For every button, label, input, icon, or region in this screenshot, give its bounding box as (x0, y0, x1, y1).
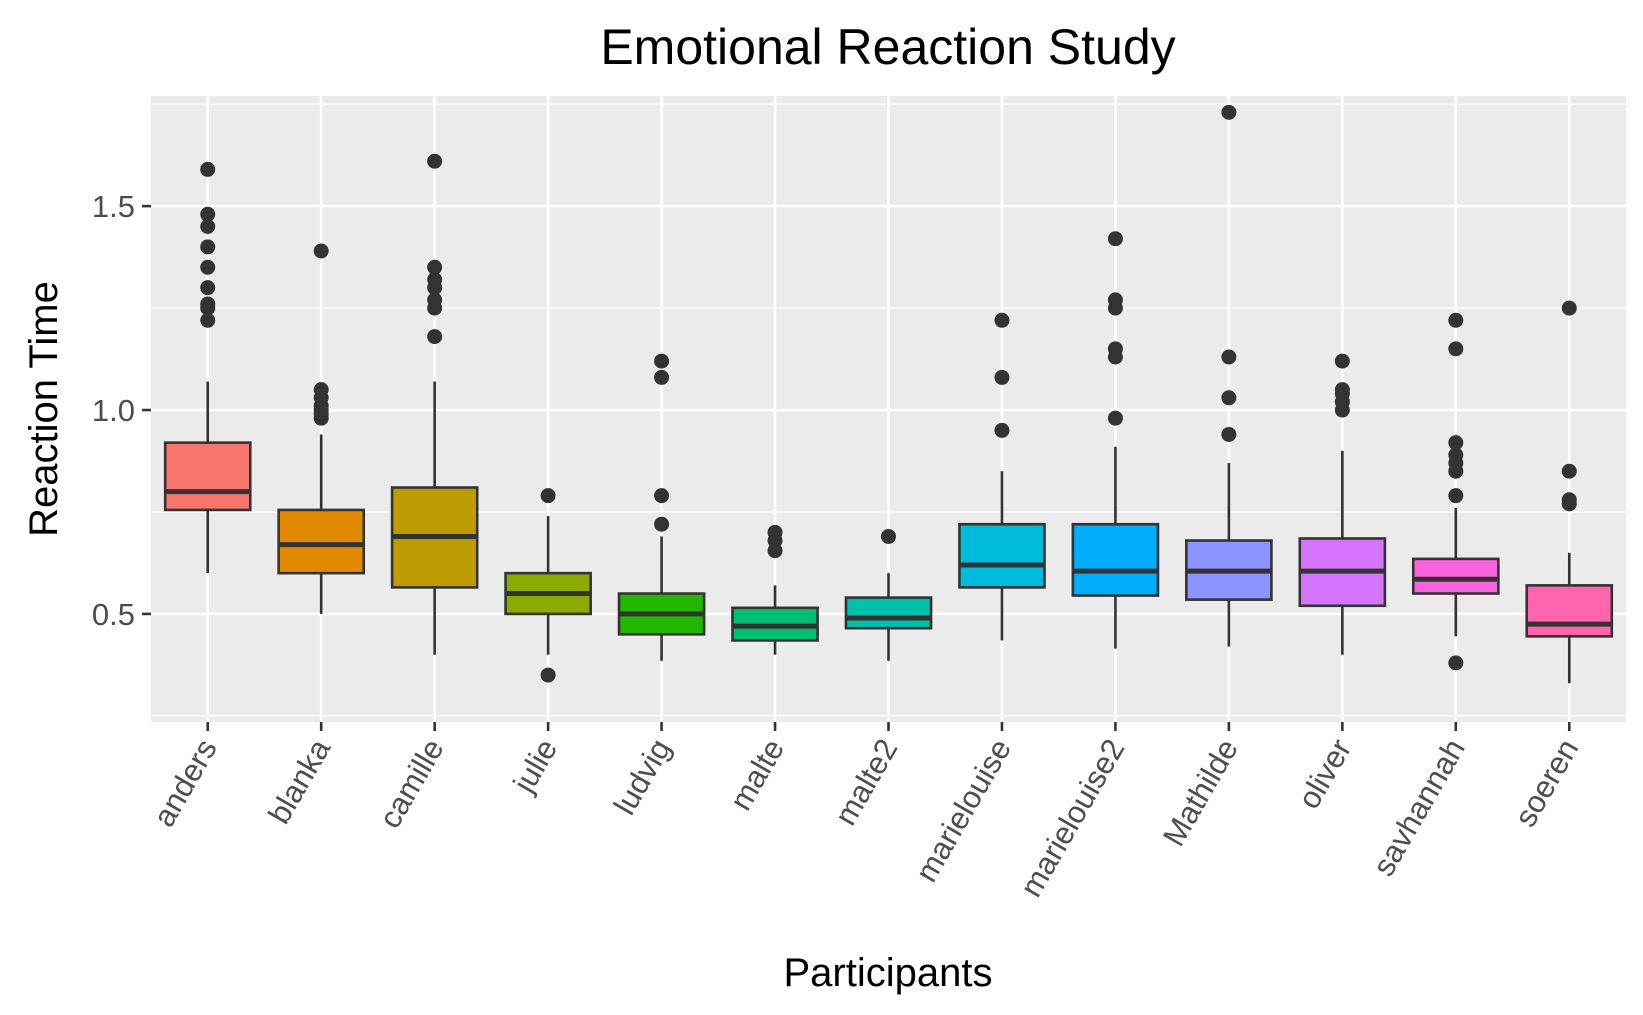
box-blanka (277, 508, 366, 575)
x-axis-title: Participants (784, 951, 993, 995)
outlier-point (1334, 353, 1350, 369)
outlier-point (313, 243, 329, 259)
outlier-point (427, 292, 443, 308)
outlier-point (654, 516, 670, 532)
y-tick-label: 1.5 (92, 189, 135, 224)
box-soeren (1525, 584, 1614, 638)
outlier-point (200, 239, 216, 255)
outlier-point (1448, 655, 1464, 671)
outlier-point (1107, 231, 1123, 247)
outlier-point (427, 153, 443, 169)
outlier-point (427, 272, 443, 288)
outlier-point (1334, 382, 1350, 398)
outlier-point (540, 667, 556, 683)
outlier-point (881, 528, 896, 544)
box-malte2 (844, 596, 933, 630)
x-axis: anders blanka camille julie ludvig malte malte… (146, 722, 1585, 903)
outlier-point (1448, 341, 1464, 357)
x-tick-label: camille (372, 733, 451, 834)
outlier-point (1448, 488, 1464, 504)
box-series (163, 104, 1614, 684)
outlier-point (1107, 410, 1123, 426)
x-tick-label: malte2 (828, 733, 905, 831)
chart-title: Emotional Reaction Study (600, 19, 1175, 75)
outlier-point (200, 296, 216, 312)
box-savhannah (1411, 557, 1500, 595)
outlier-point (994, 312, 1010, 328)
outlier-point (994, 422, 1010, 438)
outlier-point (200, 206, 216, 222)
outlier-point (1448, 447, 1464, 463)
outlier-point (540, 488, 556, 504)
box-marielouise (958, 522, 1046, 589)
outlier-point (200, 219, 216, 235)
outlier-point (427, 329, 443, 345)
outlier-point (1561, 492, 1577, 508)
outlier-point (200, 312, 216, 328)
outlier-point (427, 259, 443, 275)
x-tick-label: blanka (261, 732, 337, 829)
y-tick-label: 0.5 (92, 597, 135, 632)
x-tick-label: soeren (1508, 733, 1586, 833)
y-axis: 0.5 1.0 1.5 (92, 189, 151, 632)
x-tick-label: malte (723, 733, 791, 816)
x-tick-label: julie (506, 733, 564, 799)
outlier-point (200, 161, 216, 177)
outlier-point (1221, 349, 1237, 365)
outlier-point (313, 382, 329, 398)
outlier-point (1221, 104, 1237, 120)
y-tick-label: 1.0 (92, 393, 135, 428)
outlier-point (1561, 463, 1577, 479)
outlier-point (200, 259, 216, 275)
x-tick-label: oliver (1291, 733, 1358, 815)
outlier-point (1221, 390, 1237, 406)
outlier-point (654, 488, 670, 504)
x-tick-label: Mathilde (1156, 733, 1245, 852)
x-tick-label: marielouise2 (1013, 733, 1131, 903)
outlier-point (994, 369, 1010, 385)
outlier-point (654, 369, 670, 385)
outlier-point (1448, 312, 1464, 328)
outlier-point (654, 353, 670, 369)
outlier-point (1107, 292, 1123, 308)
x-tick-label: savhannah (1366, 733, 1472, 882)
outlier-point (1561, 300, 1577, 316)
outlier-point (1107, 341, 1123, 357)
x-tick-label: ludvig (607, 733, 678, 821)
x-tick-label: anders (146, 733, 224, 833)
outlier-point (1221, 426, 1237, 442)
box-anders (163, 441, 252, 512)
box-marielouise2 (1071, 522, 1160, 597)
y-axis-title: Reaction Time (22, 281, 66, 537)
outlier-point (200, 280, 216, 296)
x-tick-label: marielouise (908, 733, 1018, 888)
outlier-point (767, 524, 783, 540)
outlier-point (1448, 435, 1464, 451)
